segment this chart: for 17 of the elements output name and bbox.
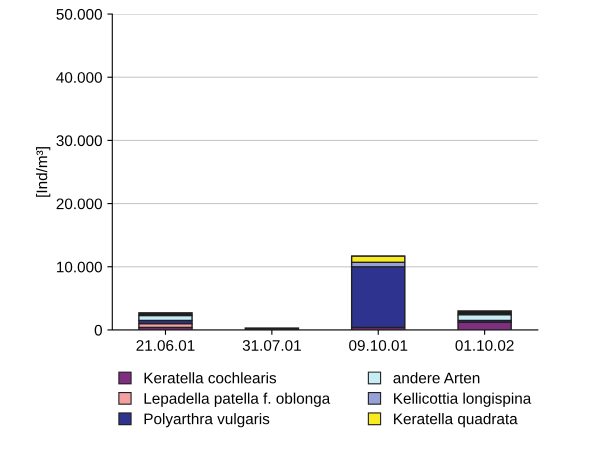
y-tick-label: 30.000 (56, 135, 102, 146)
x-tick-label: 21.06.01 (136, 340, 194, 351)
x-tick-label: 31.07.01 (242, 340, 301, 351)
x-tick-label: 01.10.02 (455, 340, 514, 351)
legend-label: Polyarthra vulgaris (144, 413, 270, 428)
y-axis-title: [Ind/m³] (36, 147, 50, 197)
legend-label: Kellicottia longispina (394, 392, 532, 407)
legend-label: Keratella cochlearis (144, 372, 276, 384)
legend-label: Lepadella patella f. oblonga (144, 392, 330, 407)
y-tick-label: 50.000 (56, 8, 102, 20)
y-tick-label: 20.000 (56, 198, 102, 210)
y-tick-label: 40.000 (56, 72, 102, 83)
x-tick-label: 09.10.01 (349, 340, 408, 351)
y-tick-label: 0 (94, 324, 102, 336)
legend-label: andere Arten (393, 372, 480, 384)
y-tick-label: 10.000 (57, 262, 102, 272)
legend-label: Keratella quadrata (394, 413, 518, 428)
